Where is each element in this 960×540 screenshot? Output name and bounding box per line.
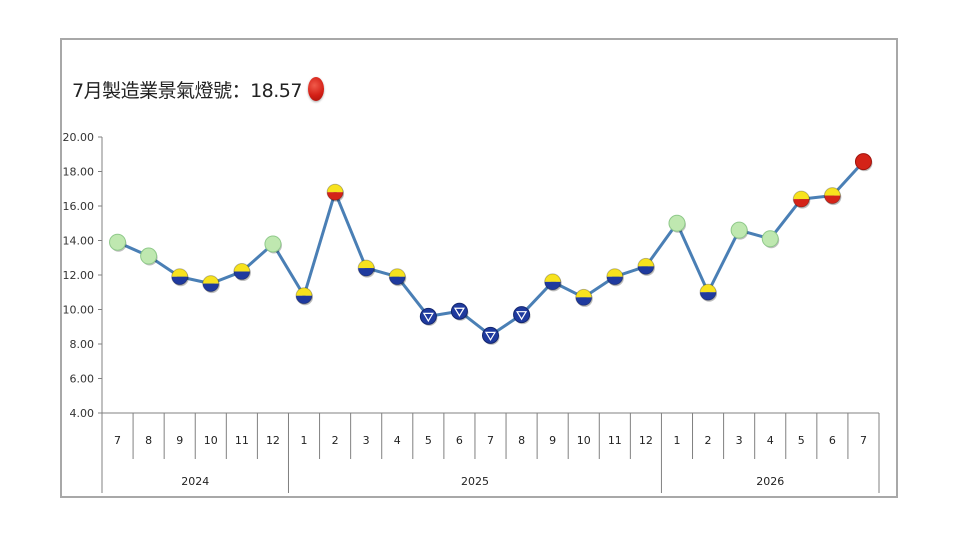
x-month-label: 11 bbox=[608, 434, 622, 447]
x-month-label: 5 bbox=[798, 434, 805, 447]
x-month-label: 1 bbox=[301, 434, 308, 447]
data-point-yellow-blue bbox=[171, 268, 189, 287]
x-month-label: 8 bbox=[518, 434, 525, 447]
y-tick-label: 16.00 bbox=[63, 200, 95, 213]
y-tick-label: 14.00 bbox=[63, 235, 95, 248]
data-point-yellow-blue bbox=[606, 268, 624, 287]
y-tick-label: 8.00 bbox=[70, 338, 95, 351]
x-month-label: 8 bbox=[145, 434, 152, 447]
x-month-label: 1 bbox=[673, 434, 680, 447]
series-line bbox=[116, 160, 865, 337]
x-month-label: 11 bbox=[235, 434, 249, 447]
x-month-label: 2 bbox=[332, 434, 339, 447]
x-month-label: 12 bbox=[266, 434, 280, 447]
data-point-yellow-blue bbox=[637, 257, 655, 276]
chart-title: 7月製造業景氣燈號：18.57 bbox=[72, 72, 324, 106]
data-point-green bbox=[264, 235, 282, 254]
data-point-yellow-blue bbox=[699, 283, 718, 302]
x-month-label: 4 bbox=[394, 434, 401, 447]
x-year-label: 2025 bbox=[461, 475, 489, 488]
data-point-red bbox=[854, 153, 873, 172]
data-point-yellow-blue bbox=[202, 275, 220, 294]
chart-title-text: 7月製造業景氣燈號：18.57 bbox=[72, 79, 302, 102]
y-tick-label: 4.00 bbox=[70, 407, 95, 420]
data-point-yellow-blue bbox=[357, 259, 376, 278]
x-year-label: 2024 bbox=[181, 475, 209, 488]
y-tick-label: 12.00 bbox=[63, 269, 95, 282]
data-point-yellow-blue bbox=[575, 288, 593, 307]
data-point-yellow-blue bbox=[544, 273, 562, 292]
chart-frame bbox=[60, 38, 898, 498]
data-point-blue bbox=[419, 307, 438, 326]
x-month-label: 6 bbox=[829, 434, 836, 447]
x-month-label: 3 bbox=[736, 434, 743, 447]
data-point-yellow-red bbox=[792, 190, 811, 209]
x-month-label: 3 bbox=[363, 434, 370, 447]
data-point-yellow-red bbox=[326, 183, 345, 202]
data-point-green bbox=[109, 233, 127, 252]
data-point-yellow-blue bbox=[295, 287, 314, 306]
x-year-label: 2026 bbox=[756, 475, 784, 488]
data-point-blue bbox=[513, 306, 531, 325]
data-point-green bbox=[761, 230, 780, 249]
y-tick-label: 10.00 bbox=[63, 304, 95, 317]
x-month-label: 10 bbox=[577, 434, 591, 447]
x-month-label: 7 bbox=[860, 434, 867, 447]
data-point-yellow-blue bbox=[388, 268, 407, 287]
y-tick-label: 20.00 bbox=[63, 131, 95, 144]
x-month-label: 2 bbox=[705, 434, 712, 447]
x-month-label: 12 bbox=[639, 434, 653, 447]
red-signal-icon bbox=[307, 77, 324, 101]
x-month-label: 7 bbox=[114, 434, 121, 447]
x-month-label: 5 bbox=[425, 434, 432, 447]
y-tick-label: 18.00 bbox=[63, 166, 95, 179]
x-month-label: 9 bbox=[549, 434, 556, 447]
data-point-green bbox=[140, 247, 158, 266]
data-point-green bbox=[730, 221, 749, 240]
data-point-yellow-red bbox=[823, 187, 842, 206]
x-month-label: 4 bbox=[767, 434, 774, 447]
y-tick-label: 6.00 bbox=[70, 373, 95, 386]
x-month-label: 9 bbox=[176, 434, 183, 447]
data-point-blue bbox=[482, 326, 500, 345]
data-point-blue bbox=[450, 302, 469, 321]
x-month-label: 6 bbox=[456, 434, 463, 447]
data-point-green bbox=[668, 214, 686, 233]
x-month-label: 10 bbox=[204, 434, 218, 447]
x-month-label: 7 bbox=[487, 434, 494, 447]
data-point-yellow-blue bbox=[233, 263, 251, 282]
